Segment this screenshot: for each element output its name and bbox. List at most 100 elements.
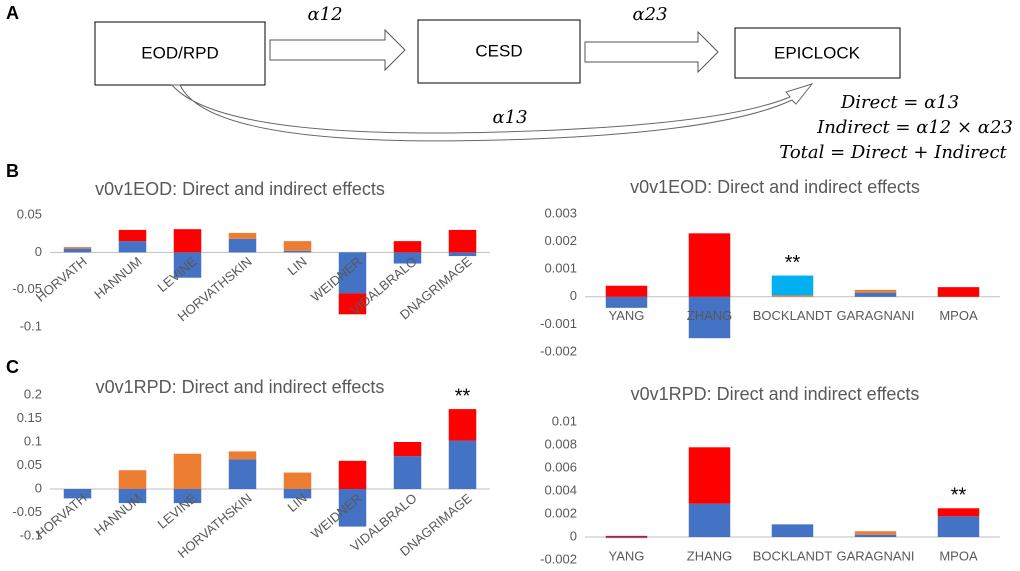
box	[417, 19, 581, 84]
x-tick-label: BOCKLANDT	[753, 308, 833, 323]
x-tick-label: HORVATH	[33, 254, 90, 305]
y-tick-label: 0	[35, 480, 42, 495]
bar-segment	[771, 295, 814, 297]
y-tick-label: 0.008	[544, 436, 577, 451]
annotation: **	[455, 385, 471, 407]
bar-segment	[448, 229, 477, 253]
bar-segment	[688, 233, 731, 297]
y-tick-label: 0.01	[552, 413, 577, 428]
bar-segment	[688, 447, 731, 504]
y-tick-label: 0.05	[17, 206, 42, 221]
box-label: EOD/RPD	[141, 43, 218, 62]
x-tick-label: LIN	[284, 254, 309, 278]
y-tick-label: 0.15	[17, 410, 42, 425]
bar-segment	[338, 460, 367, 489]
box	[734, 27, 901, 79]
y-tick-label: 0.001	[544, 261, 577, 276]
y-tick-label: -0.05	[12, 281, 42, 296]
bar-segment	[338, 252, 367, 294]
x-tick-label: GARAGNANI	[836, 308, 914, 323]
y-tick-label: 0.2	[24, 386, 42, 401]
bar-segment	[688, 503, 731, 537]
x-tick-label: ZHANG	[687, 308, 733, 323]
x-tick-label: MPOA	[939, 308, 978, 323]
bar-segment	[393, 456, 422, 489]
bar-segment	[283, 250, 312, 253]
chart-title: v0v1RPD: Direct and indirect effects	[631, 384, 920, 404]
bar-segment	[338, 293, 367, 315]
box	[94, 21, 266, 86]
annotation: **	[951, 485, 967, 507]
arrow-label: α12	[307, 4, 342, 25]
bar-segment	[854, 531, 897, 535]
bar-segment	[688, 296, 731, 339]
box-label: EPICLOCK	[774, 43, 861, 62]
x-tick-label: BOCKLANDT	[753, 548, 833, 563]
y-tick-label: 0.006	[544, 459, 577, 474]
bar-segment	[854, 292, 897, 297]
bar-segment	[173, 229, 202, 253]
equation: Direct = α13	[840, 92, 959, 113]
y-tick-label: -0.05	[12, 504, 42, 519]
arrow-label: α23	[632, 4, 667, 25]
annotation: **	[785, 252, 801, 274]
bar-segment	[605, 285, 648, 297]
equation: Indirect = α12 × α23	[816, 117, 1013, 138]
bar-segment	[63, 247, 92, 249]
chart-title: v0v1EOD: Direct and indirect effects	[630, 177, 920, 197]
x-tick-label: YANG	[609, 548, 645, 563]
bar-segment	[228, 459, 257, 489]
bar-segment	[393, 241, 422, 253]
y-tick-label: 0	[570, 528, 577, 543]
x-tick-label: HANNUM	[91, 254, 144, 302]
panel-label: B	[6, 161, 19, 181]
bar-segment	[283, 472, 312, 489]
y-tick-label: 0.1	[24, 433, 42, 448]
panel-label: C	[6, 357, 19, 377]
y-tick-label: 0.05	[17, 457, 42, 472]
x-tick-label: GARAGNANI	[836, 548, 914, 563]
bar-segment	[338, 489, 367, 527]
box-label: CESD	[475, 41, 522, 60]
bar-segment	[937, 287, 980, 297]
bar-segment	[118, 241, 147, 253]
bar-segment	[393, 252, 422, 264]
x-tick-label: MPOA	[939, 548, 978, 563]
y-tick-label: 0.002	[544, 233, 577, 248]
bar-segment	[605, 296, 648, 308]
bar-segment	[448, 440, 477, 489]
bar-segment	[283, 489, 312, 499]
bar-segment	[173, 453, 202, 489]
y-tick-label: 0.004	[544, 482, 577, 497]
curved-arrow	[170, 83, 814, 142]
bar-segment	[771, 524, 814, 537]
bar-segment	[228, 232, 257, 239]
bar-segment	[448, 252, 477, 257]
bar-segment	[118, 229, 147, 242]
y-tick-label: -0.1	[20, 318, 42, 333]
y-tick-label: 0	[570, 288, 577, 303]
chart-title: v0v1EOD: Direct and indirect effects	[95, 179, 385, 199]
bar-segment	[118, 489, 147, 504]
y-tick-label: -0.001	[540, 316, 577, 331]
bar-segment	[854, 534, 897, 537]
bar-segment	[605, 535, 648, 537]
arrow-label: α13	[492, 107, 527, 128]
y-tick-label: 0.002	[544, 505, 577, 520]
bar-segment	[393, 442, 422, 457]
x-tick-label: HANNUM	[91, 490, 144, 538]
arrow	[269, 28, 406, 72]
bar-segment	[771, 275, 814, 296]
bar-segment	[448, 409, 477, 441]
y-tick-label: 0	[35, 244, 42, 259]
bar-segment	[937, 516, 980, 537]
equation: Total = Direct + Indirect	[779, 142, 1007, 163]
y-tick-label: -0.002	[540, 343, 577, 358]
bar-segment	[63, 489, 92, 499]
bar-segment	[283, 241, 312, 251]
panel-label: A	[6, 3, 19, 23]
y-tick-label: -0.1	[20, 527, 42, 542]
bar-segment	[854, 289, 897, 293]
x-tick-label: ZHANG	[687, 548, 733, 563]
